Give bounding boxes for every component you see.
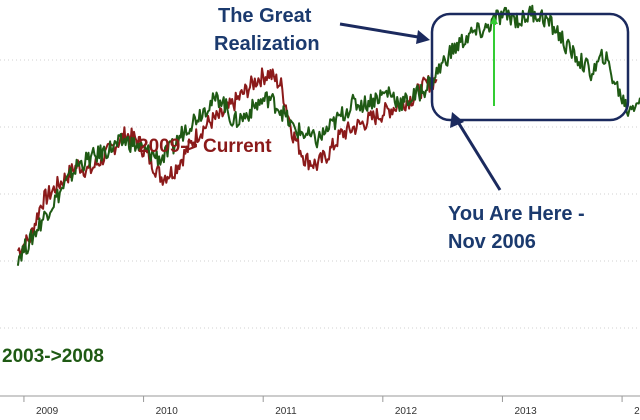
arrow-great-realization: [339, 22, 425, 40]
arrowhead-you-are-here: [450, 112, 464, 128]
you-are-here-line-1: You Are Here -: [448, 203, 585, 225]
x-tick-label: 2013: [514, 406, 537, 417]
arrowhead-great-realization: [416, 30, 430, 44]
marker-arrowhead: [490, 16, 498, 24]
x-tick-label: 2009: [36, 406, 59, 417]
highlight-box: [430, 12, 630, 122]
annotation-you-are-here: You Are Here - Nov 2006: [448, 203, 590, 253]
label-current: 2009-> Current: [138, 136, 272, 157]
arrow-you-are-here: [456, 121, 502, 191]
grid-lines: [0, 59, 640, 329]
x-axis: 2009 2010 2011 2012 2013 2014: [0, 395, 640, 417]
series-lines: [16, 4, 640, 266]
great-realization-line-2: Realization: [214, 33, 320, 55]
you-are-here-line-2: Nov 2006: [448, 231, 536, 253]
annotation-great-realization: The Great Realization: [214, 5, 320, 55]
x-tick-label: 2014: [634, 406, 640, 417]
label-past: 2003->2008: [2, 346, 104, 367]
great-realization-line-1: The Great: [218, 5, 312, 27]
x-tick-label: 2012: [395, 406, 418, 417]
x-tick-label: 2011: [275, 406, 297, 417]
series-line-1: [16, 4, 640, 266]
x-tick-label: 2010: [156, 406, 179, 417]
